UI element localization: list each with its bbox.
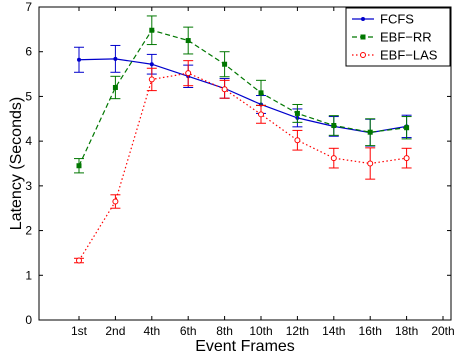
x-tick-label: 2nd [105, 324, 125, 338]
series-line [78, 58, 407, 134]
data-point [76, 257, 82, 264]
data-point [113, 56, 118, 61]
x-tick-label: 4th [143, 324, 160, 338]
x-tick-label: 12th [286, 324, 309, 338]
series-line [78, 72, 407, 261]
series-EBF−RR [74, 15, 412, 174]
legend-label: EBF−RR [380, 30, 432, 45]
data-point [77, 57, 81, 62]
data-point [360, 52, 366, 58]
axes: 0 1 2 3 4 5 6 7 1st 2nd 4th 6th 8th 10th 12th 14th 16th 1… [25, 0, 454, 338]
x-tick-label: 16th [359, 324, 382, 338]
data-point [185, 38, 191, 44]
data-point [258, 90, 264, 96]
data-point [185, 70, 192, 77]
legend-item: EBF−RR [352, 30, 432, 45]
y-tick-label: 6 [25, 45, 32, 59]
data-point [331, 122, 337, 128]
data-point [258, 111, 264, 118]
data-point [112, 84, 118, 90]
data-point [149, 62, 154, 67]
data-point [360, 34, 366, 40]
x-tick-label: 20th [431, 324, 454, 338]
y-tick-label: 2 [25, 224, 32, 238]
x-axis-title: Event Frames [195, 338, 295, 355]
x-tick-label: 8th [216, 324, 233, 338]
x-tick-label: 6th [180, 324, 197, 338]
data-point [367, 160, 374, 167]
y-tick-label: 4 [25, 134, 32, 148]
series-layer [74, 15, 412, 264]
series-EBF−LAS [74, 60, 412, 264]
x-tick-label: 14th [322, 324, 345, 338]
data-point [76, 163, 82, 169]
x-tick-label: 1st [71, 324, 88, 338]
data-point [330, 155, 337, 162]
y-tick-label: 0 [25, 313, 32, 327]
y-tick-label: 5 [25, 89, 32, 103]
y-tick-label: 1 [25, 268, 32, 282]
data-point [222, 61, 228, 67]
legend-item: FCFS [352, 12, 414, 27]
x-tick-label: 18th [395, 324, 418, 338]
data-point [112, 198, 119, 205]
data-point [221, 86, 228, 93]
data-point [294, 137, 301, 144]
data-point [367, 129, 373, 135]
series-line [78, 29, 407, 166]
legend-label: EBF−LAS [380, 48, 438, 63]
data-point [403, 155, 410, 162]
y-axis-title: Latency (Seconds) [8, 97, 25, 230]
data-point [149, 27, 155, 33]
y-tick-label: 7 [25, 0, 32, 14]
legend-item: EBF−LAS [352, 48, 438, 63]
legend: FCFS EBF−RR EBF−LAS [345, 7, 451, 67]
data-point [294, 110, 300, 116]
legend-label: FCFS [380, 12, 414, 27]
data-point [404, 125, 410, 131]
data-point [148, 76, 155, 83]
y-tick-label: 3 [25, 179, 32, 193]
x-tick-label: 10th [249, 324, 272, 338]
data-point [361, 17, 365, 21]
